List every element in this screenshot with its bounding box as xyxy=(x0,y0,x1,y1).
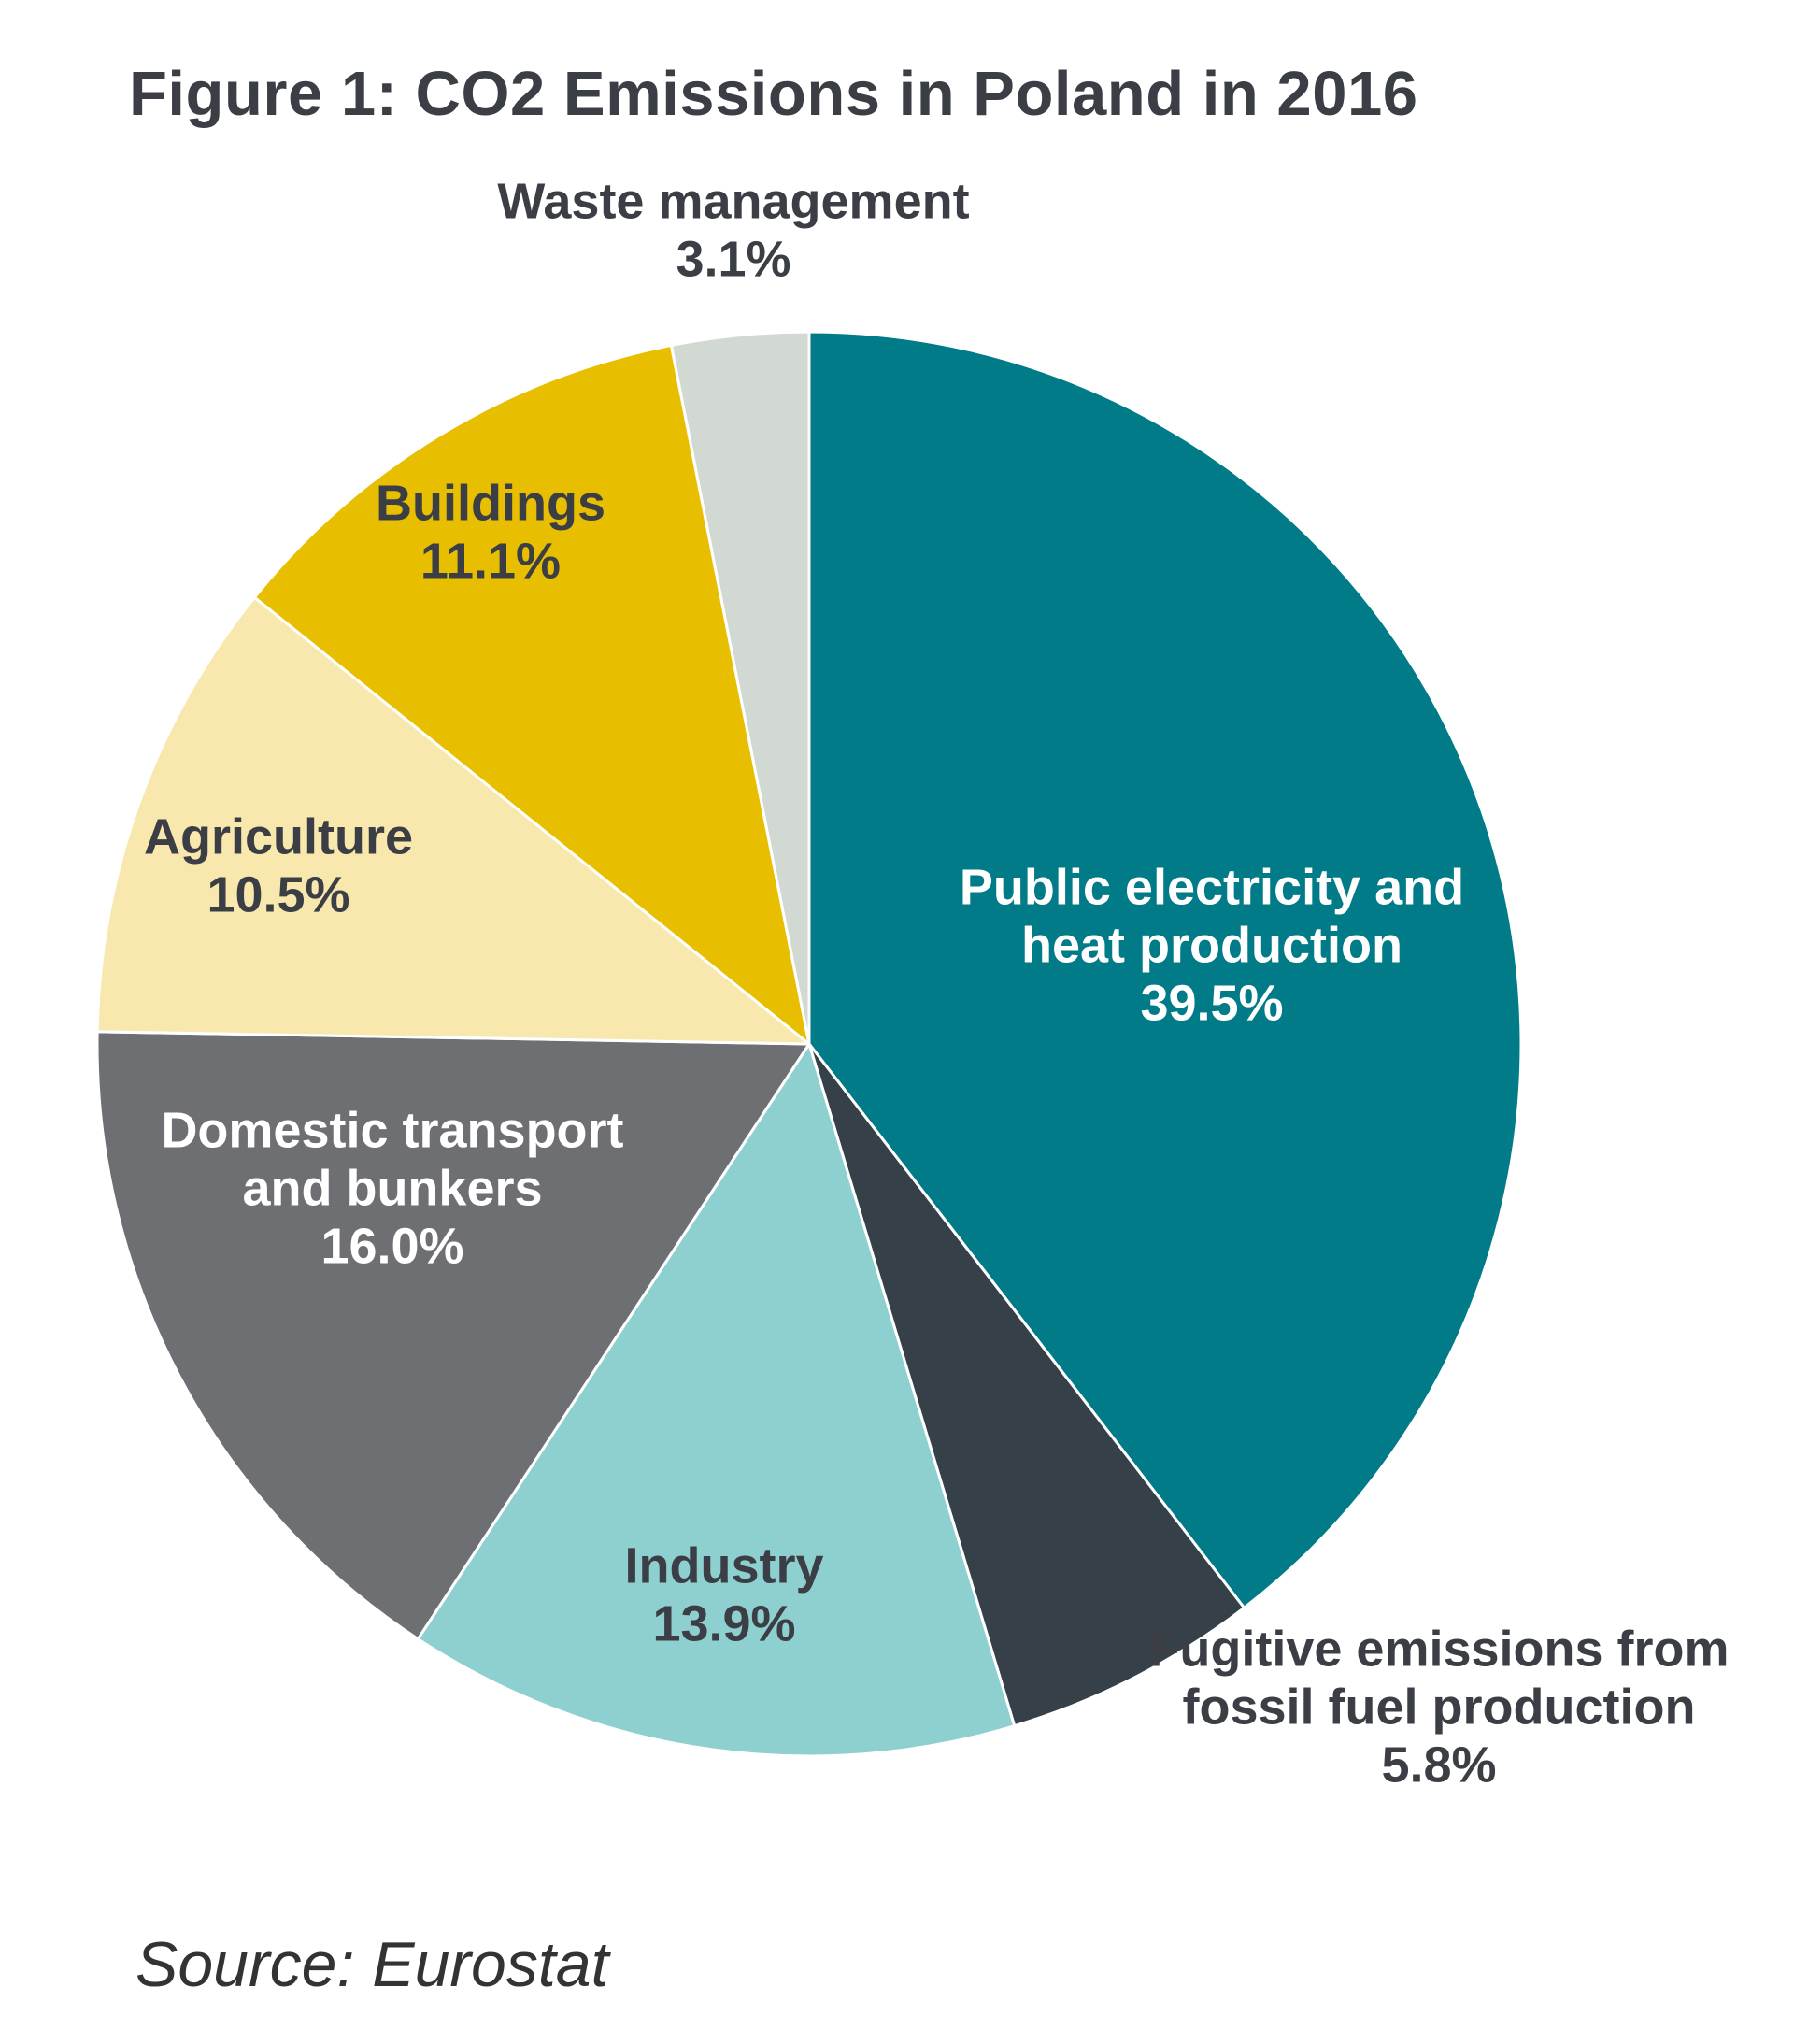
slice-label-fugitive-emissions-from-fossil-fuel-production: Fugitive emissions from fossil fuel produ… xyxy=(1148,1621,1729,1793)
slice-name-industry: Industry xyxy=(624,1537,823,1594)
slice-name-agriculture: Agriculture xyxy=(144,808,413,865)
chart-title: Figure 1: CO2 Emissions in Poland in 201… xyxy=(129,59,1418,129)
pie-slice-fugitive-emissions-from-fossil-fuel-production xyxy=(807,1042,1246,1728)
slice-name-fugitive-emissions-from-fossil-fuel-production: Fugitive emissions from xyxy=(1148,1621,1729,1677)
pie-slices xyxy=(95,330,1523,1758)
slice-value-agriculture: 10.5% xyxy=(206,866,349,922)
slice-label-waste-management: Waste management 3.1% xyxy=(497,173,969,287)
pie-slice-buildings xyxy=(252,343,811,1046)
slice-value-public-electricity-and-heat-production: 39.5% xyxy=(1140,975,1283,1031)
slice-name-domestic-transport-and-bunkers: Domestic transport xyxy=(161,1102,623,1158)
slice-value-buildings: 11.1% xyxy=(420,533,561,589)
pie-slice-public-electricity-and-heat-production xyxy=(807,330,1523,1609)
pie-slice-agriculture xyxy=(95,595,811,1046)
slice-label-agriculture: Agriculture 10.5% xyxy=(144,808,413,922)
slice-value-industry: 13.9% xyxy=(652,1595,795,1651)
slice-label-buildings: Buildings 11.1% xyxy=(376,475,605,589)
slice-value-fugitive-emissions-from-fossil-fuel-production: 5.8% xyxy=(1381,1737,1496,1793)
slice-value-domestic-transport-and-bunkers: 16.0% xyxy=(320,1218,463,1274)
slice-label-industry: Industry 13.9% xyxy=(624,1537,823,1651)
slice-name-public-electricity-and-heat-production: Public electricity and xyxy=(960,859,1464,915)
slice-name-waste-management: Waste management xyxy=(497,173,969,229)
slice-name-public-electricity-and-heat-production: heat production xyxy=(1021,917,1402,973)
slice-value-waste-management: 3.1% xyxy=(676,231,790,287)
pie-labels: Public electricity and heat production 39.… xyxy=(144,173,1730,1793)
slice-name-domestic-transport-and-bunkers: and bunkers xyxy=(242,1160,542,1216)
source-note: Source: Eurostat xyxy=(135,1929,609,2000)
pie-slice-industry xyxy=(416,1042,1017,1758)
slice-name-buildings: Buildings xyxy=(376,475,605,531)
pie-slice-domestic-transport-and-bunkers xyxy=(95,1030,811,1641)
pie-slice-waste-management xyxy=(669,330,811,1046)
slice-name-fugitive-emissions-from-fossil-fuel-production: fossil fuel production xyxy=(1183,1679,1696,1735)
slice-label-domestic-transport-and-bunkers: Domestic transport and bunkers 16.0% xyxy=(161,1102,623,1274)
slice-label-public-electricity-and-heat-production: Public electricity and heat production 39.… xyxy=(960,859,1464,1031)
